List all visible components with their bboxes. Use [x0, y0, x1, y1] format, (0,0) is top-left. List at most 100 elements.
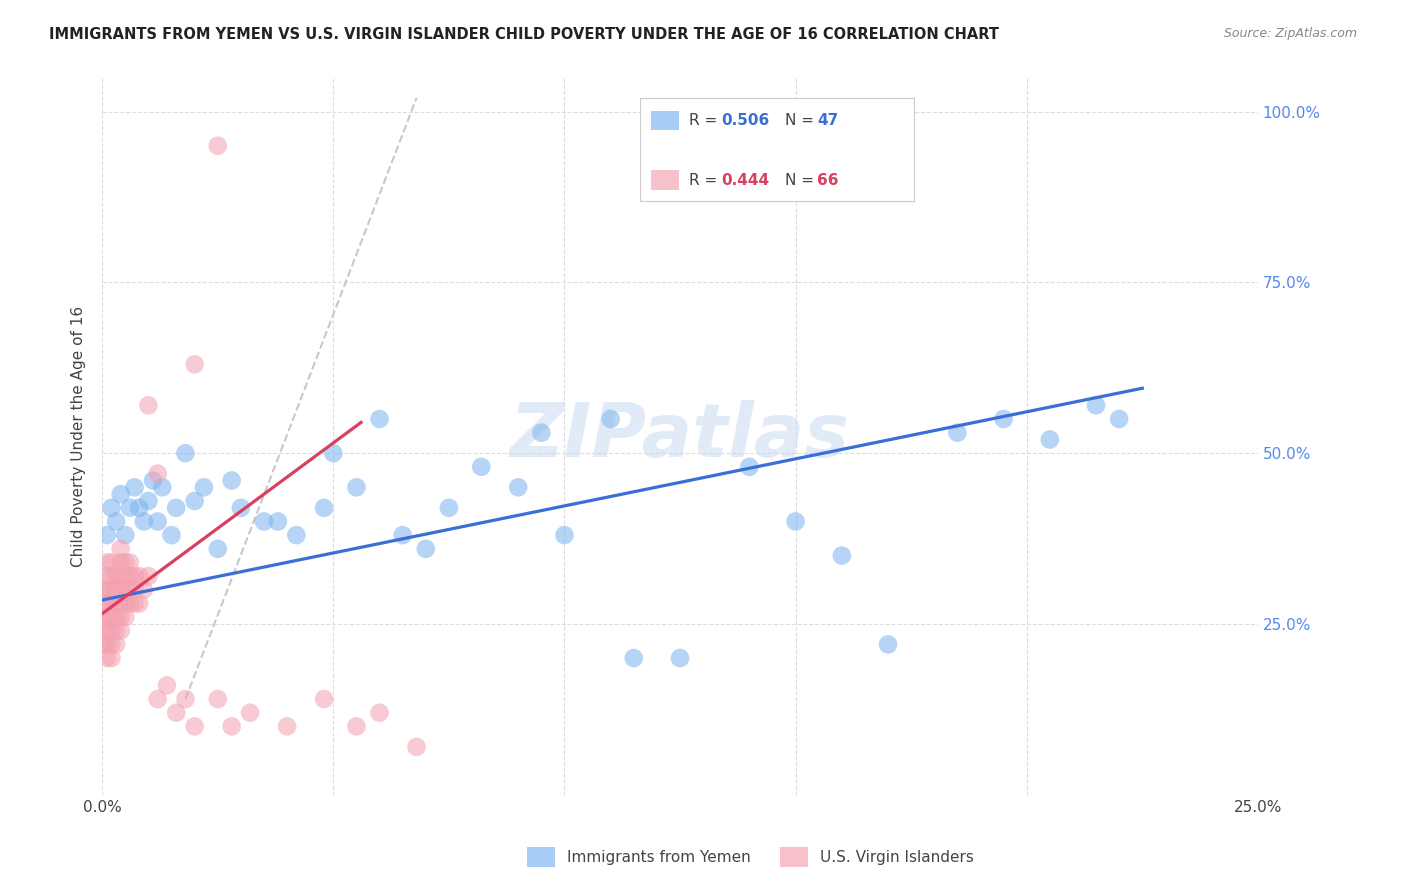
Point: [114, 610, 136, 624]
Point: [124, 480, 146, 494]
Point: [128, 569, 150, 583]
Point: [105, 515, 128, 529]
Point: [124, 582, 146, 597]
Point: [96, 528, 118, 542]
Point: [110, 582, 132, 597]
Point: [118, 569, 141, 583]
Point: [91, 637, 114, 651]
Point: [314, 692, 336, 706]
Point: [114, 569, 136, 583]
Point: [91, 610, 114, 624]
Point: [105, 610, 128, 624]
Y-axis label: Child Poverty Under the Age of 16: Child Poverty Under the Age of 16: [72, 305, 86, 566]
Point: [91, 624, 114, 638]
Point: [156, 678, 179, 692]
Point: [128, 500, 150, 515]
Point: [110, 569, 132, 583]
Point: [96, 610, 118, 624]
Point: [96, 637, 118, 651]
Point: [322, 446, 344, 460]
Text: N =: N =: [785, 113, 818, 128]
Point: [110, 596, 132, 610]
Point: [415, 541, 437, 556]
Point: [138, 494, 160, 508]
Point: [118, 556, 141, 570]
Text: 0.506: 0.506: [721, 113, 769, 128]
Point: [160, 528, 183, 542]
Point: [391, 528, 413, 542]
Point: [96, 556, 118, 570]
Point: [553, 528, 575, 542]
Point: [146, 467, 169, 481]
Point: [105, 637, 128, 651]
Point: [100, 582, 122, 597]
Point: [138, 398, 160, 412]
Point: [105, 569, 128, 583]
Text: R =: R =: [689, 113, 723, 128]
Point: [207, 138, 229, 153]
Point: [993, 412, 1015, 426]
Point: [100, 556, 122, 570]
Point: [207, 541, 229, 556]
Point: [877, 637, 900, 651]
Point: [368, 706, 391, 720]
Point: [150, 480, 173, 494]
Point: [599, 412, 621, 426]
Point: [1085, 398, 1108, 412]
Point: [100, 637, 122, 651]
Point: [253, 515, 276, 529]
Point: [183, 494, 205, 508]
Point: [437, 500, 460, 515]
Point: [239, 706, 262, 720]
Point: [110, 624, 132, 638]
Point: [229, 500, 252, 515]
Point: [118, 596, 141, 610]
Text: N =: N =: [785, 173, 818, 187]
Point: [285, 528, 308, 542]
Point: [146, 515, 169, 529]
Point: [738, 459, 761, 474]
Point: [165, 706, 187, 720]
Text: Immigrants from Yemen: Immigrants from Yemen: [567, 850, 751, 864]
Text: IMMIGRANTS FROM YEMEN VS U.S. VIRGIN ISLANDER CHILD POVERTY UNDER THE AGE OF 16 : IMMIGRANTS FROM YEMEN VS U.S. VIRGIN ISL…: [49, 27, 1000, 42]
Point: [118, 582, 141, 597]
Point: [96, 596, 118, 610]
Point: [174, 692, 197, 706]
Point: [100, 596, 122, 610]
Point: [314, 500, 336, 515]
Point: [508, 480, 530, 494]
Point: [105, 582, 128, 597]
Point: [110, 556, 132, 570]
Text: R =: R =: [689, 173, 723, 187]
Point: [110, 610, 132, 624]
Point: [1039, 433, 1062, 447]
Point: [138, 569, 160, 583]
Point: [146, 692, 169, 706]
Point: [276, 719, 298, 733]
Point: [100, 500, 122, 515]
Text: ZIPatlas: ZIPatlas: [510, 400, 851, 473]
Point: [110, 541, 132, 556]
Point: [405, 739, 427, 754]
Point: [785, 515, 807, 529]
Point: [165, 500, 187, 515]
Point: [100, 569, 122, 583]
Text: Source: ZipAtlas.com: Source: ZipAtlas.com: [1223, 27, 1357, 40]
Text: 66: 66: [817, 173, 838, 187]
Point: [183, 719, 205, 733]
Point: [114, 582, 136, 597]
Point: [91, 596, 114, 610]
Point: [368, 412, 391, 426]
Point: [100, 624, 122, 638]
Point: [669, 651, 692, 665]
Point: [96, 651, 118, 665]
Point: [105, 624, 128, 638]
Point: [96, 624, 118, 638]
Point: [346, 480, 368, 494]
Point: [183, 357, 205, 371]
Point: [174, 446, 197, 460]
Point: [128, 596, 150, 610]
Point: [124, 596, 146, 610]
Text: 0.444: 0.444: [721, 173, 769, 187]
Point: [91, 582, 114, 597]
